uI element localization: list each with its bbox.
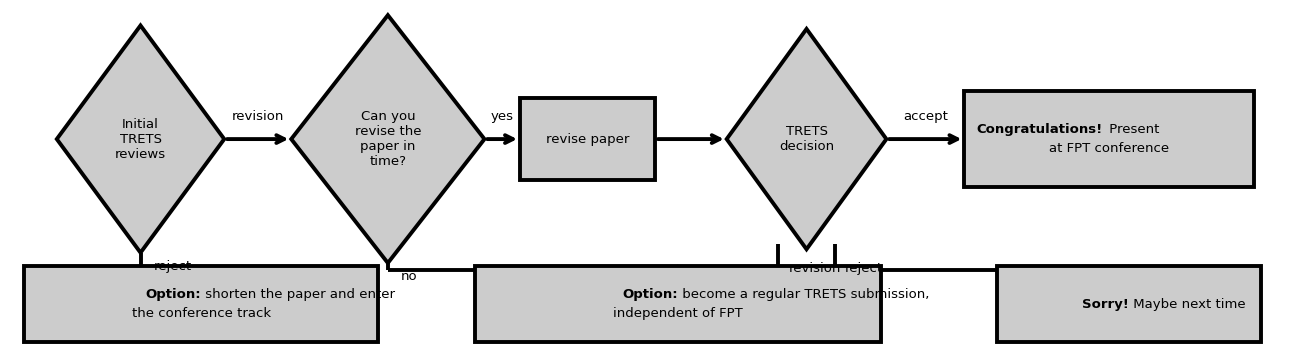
Polygon shape bbox=[292, 15, 484, 263]
FancyBboxPatch shape bbox=[997, 266, 1260, 342]
Text: Present: Present bbox=[1105, 123, 1159, 136]
Text: revision: revision bbox=[789, 262, 840, 275]
Text: Can you
revise the
paper in
time?: Can you revise the paper in time? bbox=[355, 110, 421, 168]
Text: revision: revision bbox=[231, 110, 284, 122]
Text: reject: reject bbox=[154, 260, 191, 273]
Text: Option:: Option: bbox=[146, 288, 201, 301]
FancyBboxPatch shape bbox=[964, 91, 1254, 187]
Polygon shape bbox=[57, 25, 225, 253]
Text: Congratulations!: Congratulations! bbox=[976, 123, 1103, 136]
Text: Congratulations! Present: Congratulations! Present bbox=[1026, 123, 1192, 136]
Text: independent of FPT: independent of FPT bbox=[613, 307, 742, 320]
FancyBboxPatch shape bbox=[475, 266, 880, 342]
Text: become a regular TRETS submission,: become a regular TRETS submission, bbox=[678, 288, 930, 301]
Text: TRETS
decision: TRETS decision bbox=[778, 125, 834, 153]
FancyBboxPatch shape bbox=[25, 266, 378, 342]
Text: accept: accept bbox=[902, 110, 948, 122]
Text: shorten the paper and enter: shorten the paper and enter bbox=[201, 288, 395, 301]
Text: at FPT conference: at FPT conference bbox=[1050, 142, 1170, 155]
FancyBboxPatch shape bbox=[520, 98, 655, 180]
Text: Option:: Option: bbox=[622, 288, 678, 301]
Text: Initial
TRETS
reviews: Initial TRETS reviews bbox=[115, 118, 167, 161]
Text: revise paper: revise paper bbox=[546, 133, 629, 146]
Text: no: no bbox=[400, 270, 417, 283]
Text: Maybe next time: Maybe next time bbox=[1128, 298, 1246, 311]
Text: yes: yes bbox=[491, 110, 514, 122]
Text: reject: reject bbox=[846, 262, 883, 275]
Text: the conference track: the conference track bbox=[132, 307, 271, 320]
Text: Sorry!: Sorry! bbox=[1082, 298, 1128, 311]
Polygon shape bbox=[727, 29, 887, 249]
